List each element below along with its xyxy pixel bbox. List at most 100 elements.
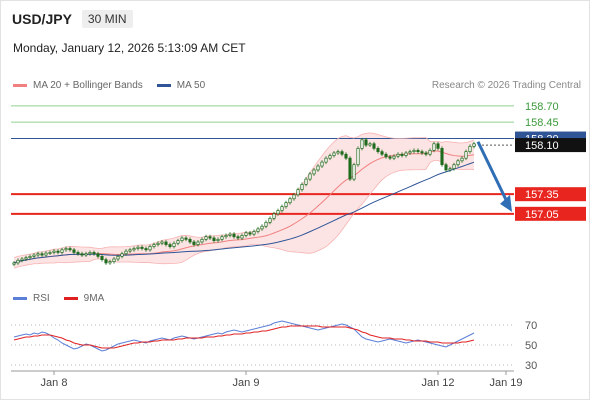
candle-body: [28, 256, 32, 259]
candle-body: [128, 249, 132, 252]
candle-body: [40, 253, 44, 256]
legend-label-ma50: MA 50: [176, 80, 206, 91]
legend-item-ma50: MA 50: [156, 80, 206, 91]
candle-body: [344, 153, 348, 159]
candle-body: [328, 155, 332, 159]
candle-body: [96, 253, 100, 257]
candle-body: [256, 228, 260, 232]
candle-body: [268, 218, 272, 223]
candle-body: [448, 168, 452, 171]
candle-body: [236, 236, 240, 239]
research-credit: Research © 2026 Trading Central: [431, 80, 581, 91]
x-tick-label-1: Jan 9: [233, 377, 260, 389]
candle-body: [288, 198, 292, 204]
x-tick-label-2: Jan 12: [421, 377, 454, 389]
candle-body: [312, 169, 316, 175]
candle-body: [120, 253, 124, 257]
ma9-swatch: [63, 297, 78, 300]
candle-body: [404, 152, 408, 156]
timeframe-badge[interactable]: 30 MIN: [81, 10, 133, 28]
ma50-line: [13, 161, 475, 264]
candle-body: [320, 161, 324, 167]
bollinger-upper-line: [13, 132, 475, 259]
candle-body: [384, 153, 388, 158]
rsi-legend: RSI 9MA: [13, 293, 118, 304]
candle-body: [132, 248, 136, 251]
candle-body: [376, 148, 380, 152]
candle-body: [212, 237, 216, 242]
candle-body: [368, 143, 372, 146]
level-label-5: 157.05: [525, 209, 559, 221]
timestamp-label: Monday, January 12, 2026 5:13:09 AM CET: [13, 41, 246, 55]
candle-body: [336, 151, 340, 154]
candle-body: [264, 221, 268, 227]
candle-body: [84, 253, 88, 256]
candle-body: [48, 252, 52, 254]
candle-body: [244, 232, 248, 236]
rsi-tick-50: 50: [525, 340, 537, 352]
candle-body: [72, 249, 76, 253]
chart-header: USD/JPY 30 MIN: [12, 9, 133, 29]
candle-body: [68, 248, 72, 251]
candle-body: [452, 164, 456, 170]
bollinger-lower-line: [13, 160, 475, 269]
rsi-tick-30: 30: [525, 360, 537, 372]
candle-body: [224, 235, 228, 238]
candle-body: [124, 250, 128, 255]
candle-body: [44, 252, 48, 256]
candle-body: [36, 253, 40, 256]
candle-body: [232, 233, 236, 238]
candle-body: [184, 237, 188, 240]
candle-body: [208, 236, 212, 239]
candle-body: [192, 241, 196, 245]
candle-body: [364, 139, 368, 146]
candle-body: [276, 210, 280, 215]
candle-body: [472, 143, 476, 147]
candle-body: [352, 164, 356, 180]
candle-body: [340, 151, 344, 155]
candle-body: [292, 194, 296, 200]
candle-body: [420, 151, 424, 154]
level-label-1: 158.45: [525, 117, 559, 129]
candle-body: [372, 143, 376, 149]
candle-body: [160, 241, 164, 244]
candle-body: [204, 236, 208, 240]
candle-body: [304, 178, 308, 185]
candle-body: [144, 248, 148, 251]
legend-label-9ma: 9MA: [83, 293, 105, 304]
candle-body: [300, 184, 304, 190]
candle-body: [168, 244, 172, 247]
ma20-swatch: [13, 84, 27, 87]
candle-body: [464, 151, 468, 159]
legend-item-9ma: 9MA: [63, 293, 105, 304]
candle-body: [356, 148, 360, 166]
level-label-3: 158.10: [525, 140, 559, 152]
ma50-swatch: [156, 84, 171, 87]
forecast-arrowhead: [500, 194, 512, 212]
candle-body: [104, 259, 108, 264]
candle-body: [444, 164, 448, 171]
legend-label-ma20: MA 20 + Bollinger Bands: [33, 80, 143, 91]
candle-body: [200, 238, 204, 243]
candle-body: [228, 233, 232, 236]
level-label-0: 158.70: [525, 101, 559, 113]
candle-body: [52, 250, 56, 253]
candle-body: [140, 246, 144, 249]
candle-body: [252, 231, 256, 235]
candle-body: [56, 250, 60, 253]
candle-body: [88, 252, 92, 255]
candle-body: [216, 238, 220, 242]
candle-body: [380, 151, 384, 155]
candle-body: [136, 246, 140, 249]
candle-body: [176, 240, 180, 244]
candle-body: [296, 189, 300, 196]
legend-item-rsi: RSI: [13, 293, 50, 304]
candle-body: [80, 253, 84, 256]
bollinger-band-area: [14, 132, 474, 269]
candle-body: [12, 262, 16, 265]
candle-body: [180, 237, 184, 242]
candle-body: [92, 252, 96, 255]
candle-body: [400, 153, 404, 156]
candle-body: [284, 202, 288, 207]
